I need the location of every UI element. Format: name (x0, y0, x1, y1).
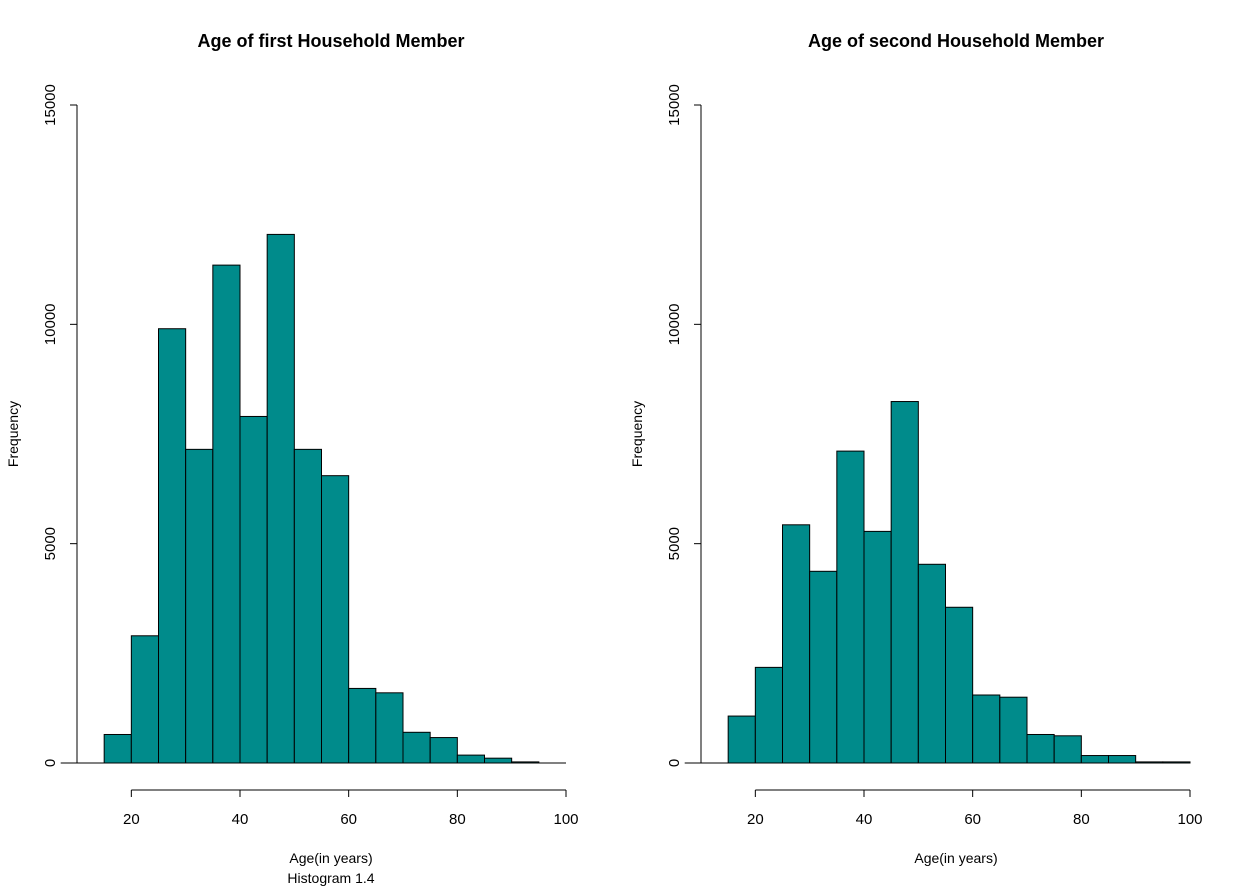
histogram-bar-35-40 (836, 450, 865, 764)
histogram-bar-15-20 (727, 715, 756, 764)
histogram-bar-75-80 (429, 737, 458, 764)
histogram-bar-55-60 (945, 606, 974, 764)
histogram-bar-45-50 (266, 233, 295, 764)
chart-title: Age of second Household Member (808, 31, 1104, 51)
x-tick-label: 100 (1177, 811, 1202, 828)
histogram-bar-70-75 (1026, 733, 1055, 764)
histogram-bar-50-55 (917, 563, 946, 764)
histogram-bar-45-50 (890, 401, 919, 764)
y-tick-label: 10000 (42, 303, 59, 345)
histogram-bar-30-35 (185, 448, 214, 764)
x-tick-label: 40 (232, 811, 249, 828)
figure-caption: Histogram 1.4 (287, 870, 374, 886)
y-axis-label: Frequency (5, 401, 21, 467)
x-tick-label: 20 (747, 811, 764, 828)
histogram-panel-second-member: Age of second Household Member 050001000… (629, 31, 1203, 866)
histogram-bar-75-80 (1053, 735, 1082, 764)
histogram-bar-90-95 (511, 761, 540, 764)
histogram-bar-60-65 (348, 687, 377, 764)
y-tick-label: 0 (42, 759, 59, 767)
histogram-bar-55-60 (321, 475, 350, 764)
y-axis-label: Frequency (629, 401, 645, 467)
x-tick-label: 100 (553, 811, 578, 828)
x-tick-label: 80 (1073, 811, 1090, 828)
y-tick-label: 0 (666, 759, 683, 767)
x-tick-label: 40 (856, 811, 873, 828)
histogram-bar-65-70 (375, 692, 404, 764)
histogram-bar-40-45 (239, 415, 268, 764)
histogram-bar-15-20 (103, 733, 132, 764)
histogram-bar-90-95 (1135, 761, 1164, 764)
histogram-bar-80-85 (1080, 755, 1110, 764)
x-tick-label: 20 (123, 811, 140, 828)
histogram-bar-20-25 (130, 635, 159, 764)
histogram-bar-50-55 (293, 448, 323, 764)
x-tick-label: 60 (340, 811, 357, 828)
histogram-bar-20-25 (754, 666, 783, 764)
x-tick-label: 60 (964, 811, 981, 828)
x-axis-label: Age(in years) (289, 850, 372, 866)
bars-group (60, 233, 566, 764)
y-axis: 0 5000 10000 15000 (666, 84, 702, 767)
y-tick-label: 15000 (42, 84, 59, 126)
histogram-bar-40-45 (863, 530, 892, 764)
x-axis: 20 40 60 80 100 (747, 789, 1203, 828)
chart-title: Age of first Household Member (197, 31, 464, 51)
bars-group (684, 401, 1191, 764)
histogram-bar-85-90 (484, 757, 513, 764)
histogram-bar-70-75 (402, 731, 431, 764)
y-tick-label: 5000 (666, 527, 683, 560)
x-axis: 20 40 60 80 100 (123, 789, 579, 828)
histogram-bar-60-65 (972, 694, 1001, 764)
y-tick-label: 15000 (666, 84, 683, 126)
histogram-bar-80-85 (456, 754, 486, 764)
y-tick-label: 10000 (666, 303, 683, 345)
histogram-bar-35-40 (212, 264, 241, 764)
histogram-panel-first-member: Age of first Household Member 0 5000 10000… (5, 31, 579, 886)
histogram-bar-95-100 (1162, 761, 1191, 764)
x-tick-label: 80 (449, 811, 466, 828)
histogram-bar-25-30 (158, 328, 187, 764)
histogram-bar-30-35 (809, 570, 838, 764)
y-axis: 0 5000 10000 15000 (42, 84, 78, 767)
histogram-bar-85-90 (1108, 755, 1137, 764)
x-axis-label: Age(in years) (914, 850, 997, 866)
histogram-bar-25-30 (782, 524, 811, 764)
y-tick-label: 5000 (42, 527, 59, 560)
histogram-bar-65-70 (999, 696, 1028, 764)
